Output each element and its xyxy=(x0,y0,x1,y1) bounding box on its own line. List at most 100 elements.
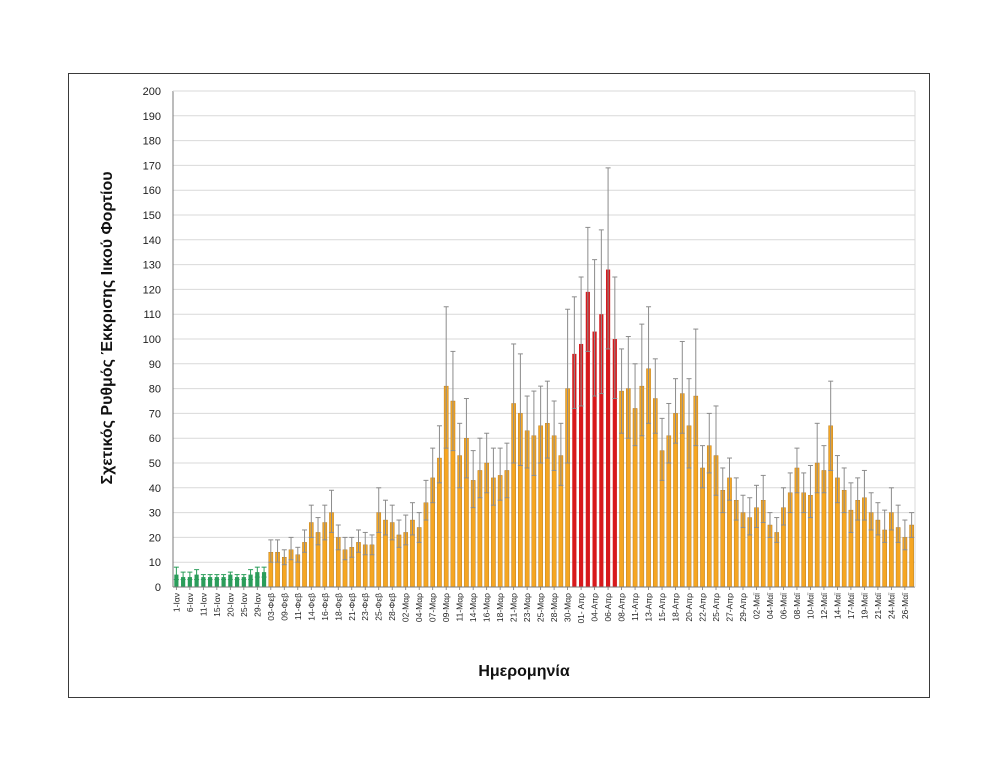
x-tick-label-10: 14-Φεβ xyxy=(306,593,316,621)
bar-11 xyxy=(248,574,253,587)
bar-62 xyxy=(592,331,597,587)
y-tick-label-180: 180 xyxy=(143,136,161,148)
y-tick-label-70: 70 xyxy=(149,408,161,420)
y-tick-label-130: 130 xyxy=(143,260,161,272)
x-tick-label-11: 16-Φεβ xyxy=(320,593,330,621)
x-tick-label-28: 28-Μαρ xyxy=(549,593,559,622)
bar-2 xyxy=(187,577,192,587)
x-tick-label-33: 08-Απρ xyxy=(617,593,627,622)
x-tick-label-40: 25-Απρ xyxy=(711,593,721,622)
y-tick-labels: 0 10 20 30 40 50 60 70 80 90 100 110 120 130 140 150 160… xyxy=(143,86,161,594)
x-tick-label-26: 23-Μαρ xyxy=(522,593,532,622)
x-tick-label-32: 06-Απρ xyxy=(603,593,613,622)
x-tick-label-18: 04-Μαρ xyxy=(414,593,424,622)
bar-13 xyxy=(261,572,267,587)
x-tick-label-30: 01- Απρ xyxy=(576,593,586,624)
bar-63 xyxy=(599,314,604,587)
y-tick-label-10: 10 xyxy=(149,557,161,569)
x-tick-label-9: 11-Φεβ xyxy=(293,593,303,620)
bar-7 xyxy=(221,577,226,587)
bar-0 xyxy=(174,574,179,587)
x-tick-label-54: 26-Μαϊ xyxy=(900,592,910,619)
x-tick-label-17: 02-Μαρ xyxy=(401,593,411,622)
x-tick-labels: 1-Ιαν 6-Ιαν 11-Ιαν 15-Ιαν 20-Ιαν 25-Ιαν 29-Ιαν… xyxy=(171,587,910,624)
x-tick-label-36: 15-Απρ xyxy=(657,593,667,622)
x-tick-label-37: 18-Απρ xyxy=(671,593,681,622)
x-tick-label-31: 04-Απρ xyxy=(590,593,600,622)
bar-61 xyxy=(585,291,590,587)
x-tick-label-8: 09-Φεβ xyxy=(279,593,289,621)
x-tick-label-35: 13-Απρ xyxy=(644,593,654,622)
y-tick-label-190: 190 xyxy=(143,111,161,123)
x-tick-label-23: 16-Μαρ xyxy=(482,593,492,622)
x-tick-label-19: 07-Μαρ xyxy=(428,593,438,622)
x-tick-label-13: 21-Φεβ xyxy=(347,593,357,621)
x-tick-label-14: 23-Φεβ xyxy=(360,593,370,621)
x-tick-label-15: 25-Φεβ xyxy=(374,593,384,621)
x-tick-label-44: 04-Μαϊ xyxy=(765,592,775,619)
x-tick-label-52: 21-Μαϊ xyxy=(873,592,883,619)
y-tick-label-40: 40 xyxy=(149,483,161,495)
y-tick-label-160: 160 xyxy=(143,185,161,197)
x-tick-label-1: 6-Ιαν xyxy=(185,593,195,612)
y-tick-label-110: 110 xyxy=(143,309,161,321)
bar-64 xyxy=(605,269,611,587)
x-tick-label-39: 22-Απρ xyxy=(698,593,708,622)
x-tick-label-29: 30-Μαρ xyxy=(563,593,573,622)
y-axis-title: Σχετικός Ρυθμός Έκκρισης Ιικού Φορτίου xyxy=(99,171,116,484)
x-tick-label-34: 11-Απρ xyxy=(630,593,640,621)
axes xyxy=(172,90,916,588)
x-tick-label-49: 14-Μαϊ xyxy=(832,592,842,619)
x-tick-label-25: 21-Μαρ xyxy=(509,593,519,622)
error-bars xyxy=(173,167,915,581)
x-tick-label-0: 1-Ιαν xyxy=(171,593,181,612)
x-tick-label-42: 29-Απρ xyxy=(738,593,748,622)
x-tick-label-6: 29-Ιαν xyxy=(252,593,262,617)
x-tick-label-24: 18-Μαρ xyxy=(495,593,505,622)
bar-59 xyxy=(572,353,577,587)
bar-12 xyxy=(255,572,260,587)
bars xyxy=(174,269,914,588)
y-tick-label-90: 90 xyxy=(149,359,161,371)
y-tick-label-60: 60 xyxy=(149,433,161,445)
bar-5 xyxy=(208,577,213,587)
bar-3 xyxy=(194,574,199,587)
x-tick-label-16: 28-Φεβ xyxy=(387,593,397,621)
x-tick-label-27: 25-Μαρ xyxy=(536,593,546,622)
y-tick-label-140: 140 xyxy=(143,235,161,247)
bar-4 xyxy=(201,577,206,587)
bar-1 xyxy=(181,577,186,587)
y-tick-label-200: 200 xyxy=(143,86,161,98)
y-tick-label-50: 50 xyxy=(149,458,161,470)
y-tick-label-30: 30 xyxy=(149,508,161,520)
y-tick-label-80: 80 xyxy=(149,384,161,396)
y-tick-label-20: 20 xyxy=(149,532,161,544)
x-tick-label-22: 14-Μαρ xyxy=(468,593,478,622)
x-tick-label-4: 20-Ιαν xyxy=(225,593,235,617)
bar-9 xyxy=(234,577,240,587)
y-tick-label-150: 150 xyxy=(143,210,161,222)
x-tick-label-2: 11-Ιαν xyxy=(198,593,208,616)
bar-6 xyxy=(214,577,219,587)
bar-8 xyxy=(228,574,233,587)
virus-shedding-bar-chart: 0 10 20 30 40 50 60 70 80 90 100 110 120 130 140 150 160… xyxy=(99,86,916,680)
x-tick-label-46: 08-Μαϊ xyxy=(792,592,802,619)
y-tick-label-170: 170 xyxy=(143,160,161,172)
x-axis-title: Ημερομηνία xyxy=(478,663,570,680)
chart-frame: 0 10 20 30 40 50 60 70 80 90 100 110 120 130 140 150 160… xyxy=(68,73,930,698)
y-tick-label-120: 120 xyxy=(143,284,161,296)
y-tick-label-0: 0 xyxy=(155,582,161,594)
bar-65 xyxy=(612,339,617,587)
x-tick-label-43: 02-Μαϊ xyxy=(751,592,761,619)
x-tick-label-20: 09-Μαρ xyxy=(441,593,451,622)
grid-lines xyxy=(173,90,915,563)
bar-60 xyxy=(579,343,584,587)
x-tick-label-50: 17-Μαϊ xyxy=(846,592,856,619)
x-tick-label-3: 15-Ιαν xyxy=(212,593,222,617)
x-tick-label-7: 03-Φεβ xyxy=(266,593,276,621)
x-tick-label-51: 19-Μαϊ xyxy=(859,592,869,619)
x-tick-label-12: 18-Φεβ xyxy=(333,593,343,621)
x-tick-label-41: 27-Απρ xyxy=(725,593,735,622)
x-tick-label-45: 06-Μαϊ xyxy=(778,592,788,619)
x-tick-label-21: 11-Μαρ xyxy=(455,593,465,622)
